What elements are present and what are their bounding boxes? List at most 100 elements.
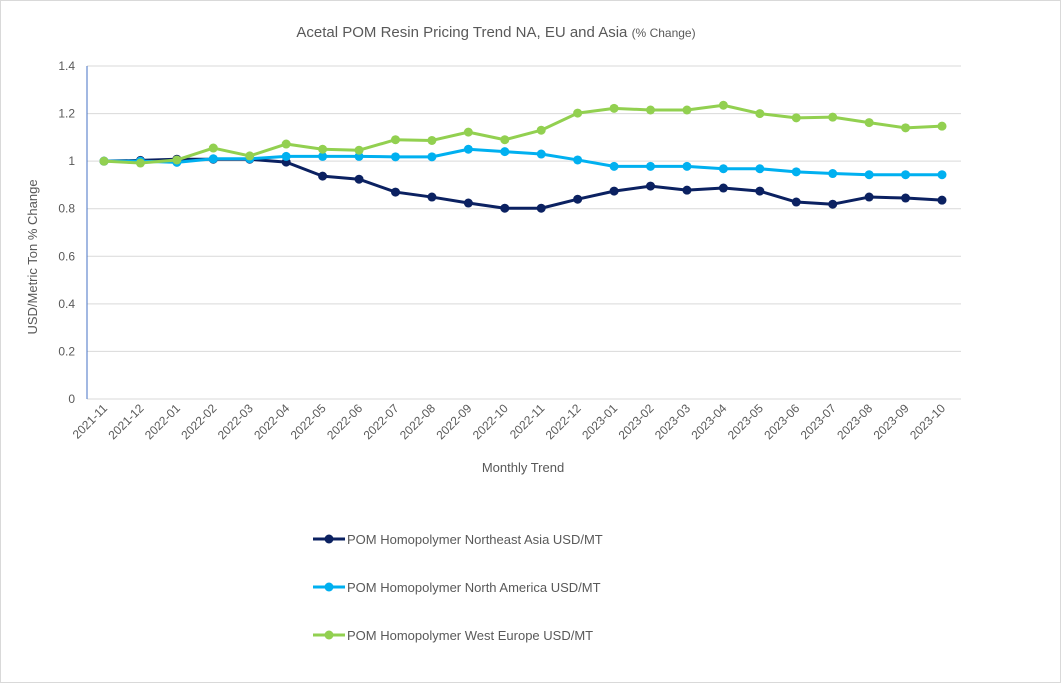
data-point: [901, 193, 911, 203]
data-point: [354, 145, 364, 155]
x-tick-label: 2022-05: [288, 401, 329, 442]
x-tick-label: 2022-06: [324, 401, 365, 442]
series-0: [99, 154, 947, 213]
data-point: [500, 135, 510, 145]
y-axis-label: USD/Metric Ton % Change: [25, 179, 40, 334]
y-tick-label: 0: [68, 392, 75, 406]
data-point: [536, 125, 546, 135]
data-point: [463, 127, 473, 137]
y-tick-label: 0.2: [58, 344, 75, 358]
data-point: [755, 164, 765, 174]
data-point: [755, 186, 765, 196]
data-point: [318, 151, 328, 161]
y-tick-label: 0.6: [58, 249, 75, 263]
data-point: [354, 151, 364, 161]
legend-label: POM Homopolymer North America USD/MT: [347, 580, 601, 595]
chart-title: Acetal POM Resin Pricing Trend NA, EU an…: [296, 24, 695, 41]
x-tick-label: 2023-03: [652, 401, 693, 442]
data-point: [864, 192, 874, 202]
data-point: [318, 171, 328, 181]
x-tick-label: 2022-10: [470, 401, 511, 442]
data-point: [791, 167, 801, 177]
data-point: [463, 144, 473, 154]
data-point: [791, 113, 801, 123]
data-point: [937, 195, 947, 205]
data-point: [901, 123, 911, 133]
x-tick-label: 2023-09: [871, 401, 912, 442]
data-point: [828, 112, 838, 122]
data-point: [718, 100, 728, 110]
x-tick-label: 2022-09: [433, 401, 474, 442]
x-tick-label: 2022-12: [543, 401, 584, 442]
x-tick-label: 2021-11: [70, 401, 111, 442]
series-2: [99, 100, 947, 168]
data-point: [828, 169, 838, 179]
data-point: [937, 121, 947, 131]
data-point: [135, 158, 145, 168]
data-point: [390, 135, 400, 145]
data-point: [318, 144, 328, 154]
x-tick-label: 2023-01: [579, 401, 620, 442]
y-tick-label: 0.8: [58, 202, 75, 216]
series-line: [104, 147, 942, 177]
y-tick-label: 0.4: [58, 297, 75, 311]
data-point: [281, 139, 291, 149]
data-point: [281, 151, 291, 161]
data-point: [609, 103, 619, 113]
x-tick-label: 2023-05: [725, 401, 766, 442]
x-tick-label: 2023-02: [616, 401, 657, 442]
data-point: [536, 149, 546, 159]
data-point: [609, 161, 619, 171]
data-point: [646, 161, 656, 171]
data-point: [390, 152, 400, 162]
data-point: [901, 170, 911, 180]
data-point: [646, 105, 656, 115]
data-point: [390, 187, 400, 197]
data-point: [427, 135, 437, 145]
data-point: [99, 156, 109, 166]
data-point: [500, 147, 510, 157]
data-point: [573, 194, 583, 204]
data-point: [682, 161, 692, 171]
data-point: [208, 143, 218, 153]
legend-label: POM Homopolymer West Europe USD/MT: [347, 628, 593, 643]
y-tick-label: 1.4: [58, 59, 75, 73]
series-line: [103, 103, 943, 165]
x-tick-label: 2022-03: [215, 401, 256, 442]
legend-label: POM Homopolymer Northeast Asia USD/MT: [347, 532, 603, 547]
data-point: [864, 170, 874, 180]
series-line: [103, 157, 943, 210]
data-point: [718, 164, 728, 174]
data-point: [536, 203, 546, 213]
x-tick-label: 2023-10: [907, 401, 948, 442]
x-tick-label: 2022-07: [361, 401, 402, 442]
data-point: [791, 197, 801, 207]
legend-marker: [324, 582, 334, 592]
data-point: [937, 170, 947, 180]
x-tick-label: 2021-12: [106, 401, 147, 442]
data-point: [208, 154, 218, 164]
x-tick-label: 2022-01: [142, 401, 183, 442]
data-point: [682, 105, 692, 115]
data-point: [354, 174, 364, 184]
data-point: [245, 151, 255, 161]
data-point: [427, 192, 437, 202]
legend-marker: [324, 534, 334, 544]
data-point: [755, 109, 765, 119]
x-tick-label: 2022-08: [397, 401, 438, 442]
data-point: [864, 118, 874, 128]
x-tick-label: 2022-11: [507, 401, 548, 442]
x-tick-label: 2023-08: [834, 401, 875, 442]
data-point: [682, 185, 692, 195]
data-point: [718, 183, 728, 193]
data-point: [609, 186, 619, 196]
data-point: [573, 108, 583, 118]
x-tick-label: 2023-06: [761, 401, 802, 442]
data-point: [172, 155, 182, 165]
data-point: [500, 203, 510, 213]
x-tick-label: 2022-02: [178, 401, 219, 442]
x-tick-label: 2023-04: [688, 401, 729, 442]
x-axis-label: Monthly Trend: [482, 460, 564, 475]
